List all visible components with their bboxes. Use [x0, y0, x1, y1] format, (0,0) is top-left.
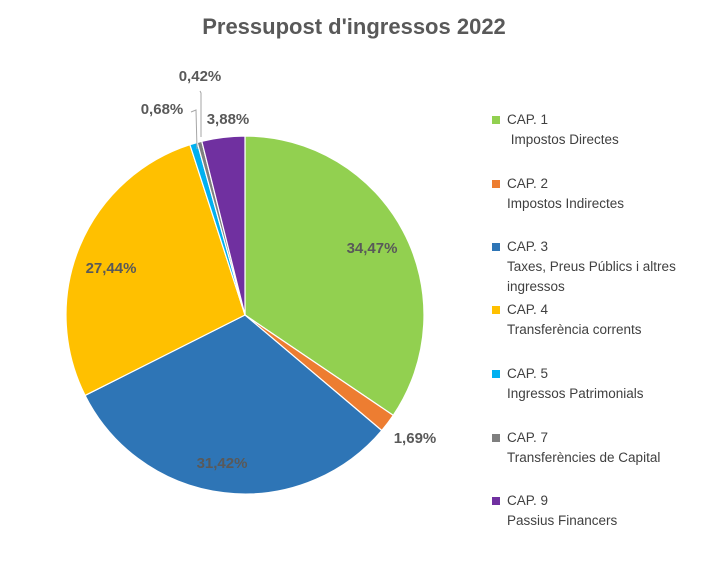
- legend-label: Taxes, Preus Públics i altres ingressos: [507, 259, 680, 294]
- legend-label: Impostos Directes: [507, 132, 619, 147]
- legend-text: CAP. 1 Impostos Directes: [507, 110, 702, 150]
- legend-code: CAP. 5: [507, 366, 549, 381]
- data-label-cap-4: 27,44%: [86, 260, 137, 277]
- pie-slice-cap-3: [84, 314, 383, 495]
- legend-label: Impostos Indirectes: [507, 196, 625, 211]
- legend-label: Ingressos Patrimonials: [507, 386, 644, 401]
- legend-code: CAP. 7: [507, 430, 549, 445]
- legend-text: CAP. 3 Taxes, Preus Públics i altres ingr…: [507, 237, 702, 297]
- legend-label: Transferència corrents: [507, 322, 642, 337]
- legend-swatch: [492, 434, 500, 442]
- chart-title: Pressupost d'ingressos 2022: [202, 14, 506, 39]
- legend-label: Passius Financers: [507, 513, 618, 528]
- legend-swatch: [492, 370, 500, 378]
- legend-text: CAP. 7 Transferències de Capital: [507, 428, 702, 468]
- legend-text: CAP. 2 Impostos Indirectes: [507, 174, 702, 214]
- data-label-cap-7: 0,42%: [179, 68, 222, 85]
- data-label-cap-5: 0,68%: [141, 101, 184, 118]
- legend-swatch: [492, 243, 500, 251]
- legend-swatch: [492, 306, 500, 314]
- data-label-cap-9: 3,88%: [207, 111, 250, 128]
- legend-text: CAP. 9 Passius Financers: [507, 491, 702, 531]
- legend-code: CAP. 4: [507, 302, 549, 317]
- leader-line-cap-5: [190, 109, 198, 150]
- data-label-cap-3: 31,42%: [197, 455, 248, 472]
- legend-code: CAP. 1: [507, 112, 549, 127]
- legend-swatch: [492, 116, 500, 124]
- data-label-cap-2: 1,69%: [394, 430, 437, 447]
- pie-slice-cap-4: [65, 143, 246, 397]
- legend-text: CAP. 4 Transferència corrents: [507, 300, 702, 340]
- legend-swatch: [492, 497, 500, 505]
- leader-line-cap-7: [199, 90, 202, 137]
- legend-label: Transferències de Capital: [507, 450, 661, 465]
- pie-slice-cap-1: [244, 135, 425, 417]
- legend-code: CAP. 9: [507, 493, 549, 508]
- legend-code: CAP. 3: [507, 239, 549, 254]
- data-label-cap-1: 34,47%: [347, 240, 398, 257]
- legend-swatch: [492, 180, 500, 188]
- legend-text: CAP. 5 Ingressos Patrimonials: [507, 364, 702, 404]
- legend-code: CAP. 2: [507, 176, 549, 191]
- pie-slice-cap-9: [201, 135, 246, 316]
